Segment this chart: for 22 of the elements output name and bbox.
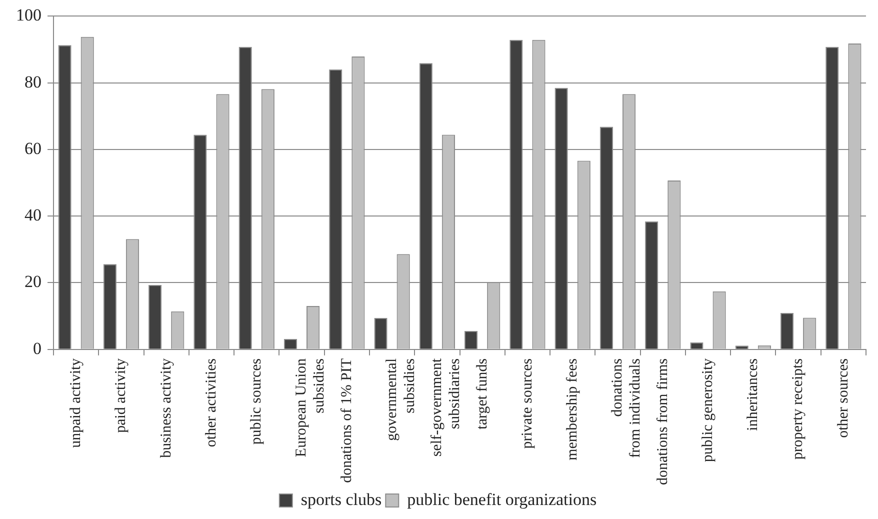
x-tick-label: donations from firms xyxy=(654,358,671,486)
x-tick-label: property receipts xyxy=(790,358,806,460)
y-tick-label: 40 xyxy=(24,206,42,225)
y-tick-label: 80 xyxy=(24,72,42,92)
legend-label: public benefit organizations xyxy=(407,490,597,509)
x-tick-label: private sources xyxy=(519,358,536,449)
x-tick-label: other activities xyxy=(203,358,220,448)
x-tick-label: donations of 1% PIT xyxy=(338,358,355,483)
y-tick-label: 60 xyxy=(24,138,42,158)
y-tick-label: 20 xyxy=(24,272,42,292)
y-tick-label: 0 xyxy=(33,338,42,358)
x-tick-label: unpaid activity xyxy=(68,358,84,448)
x-tick-label: target funds xyxy=(474,358,490,430)
x-tick-label: membership fees xyxy=(564,358,581,460)
x-tick-label: public sources xyxy=(248,358,265,445)
legend-label: sports clubs xyxy=(300,490,382,509)
x-tick-label: other sources xyxy=(835,358,852,438)
x-tick-label: business activity xyxy=(158,358,174,458)
x-tick-label: inheritances xyxy=(745,358,762,431)
y-tick-label: 100 xyxy=(16,6,42,25)
x-tick-label: paid activity xyxy=(113,358,130,433)
x-tick-label: public generosity xyxy=(700,358,716,462)
